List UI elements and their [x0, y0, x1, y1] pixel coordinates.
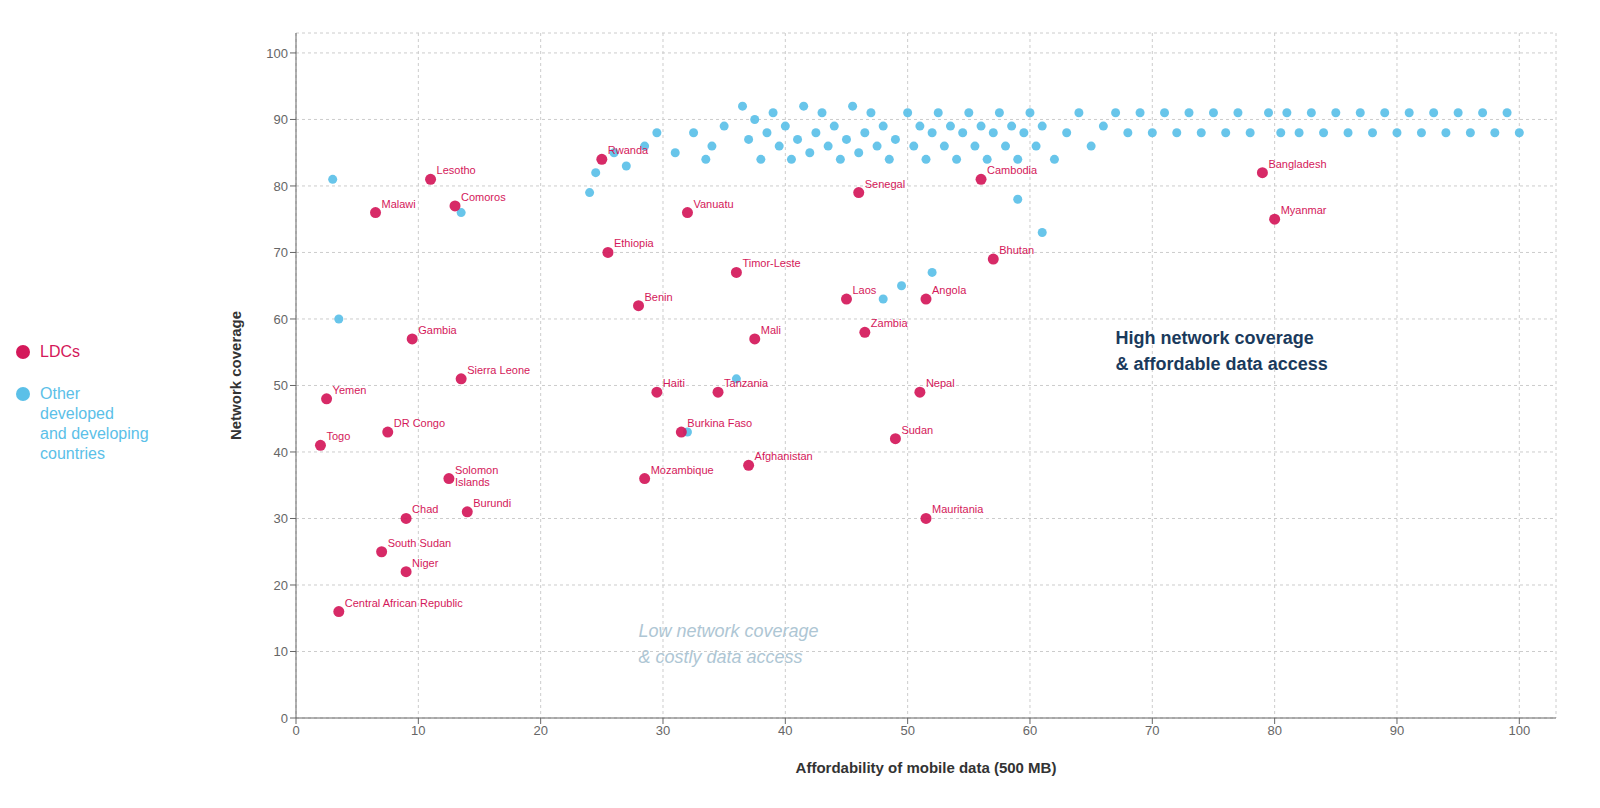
html-text:Other: Other: [40, 385, 80, 402]
svg-text:70: 70: [1145, 723, 1159, 738]
svg-text:40: 40: [274, 445, 288, 460]
svg-text:Timor-Leste: Timor-Leste: [742, 257, 800, 269]
svg-text:20: 20: [274, 578, 288, 593]
svg-text:Myanmar: Myanmar: [1281, 204, 1327, 216]
svg-text:Togo: Togo: [326, 430, 350, 442]
svg-text:Yemen: Yemen: [333, 384, 367, 396]
svg-text:Vanuatu: Vanuatu: [693, 198, 733, 210]
svg-text:Comoros: Comoros: [461, 191, 506, 203]
svg-text:Sierra Leone: Sierra Leone: [467, 364, 530, 376]
svg-text:Bhutan: Bhutan: [999, 244, 1034, 256]
svg-text:Mauritania: Mauritania: [932, 503, 984, 515]
svg-text:Ethiopia: Ethiopia: [614, 237, 655, 249]
svg-text:Angola: Angola: [932, 284, 967, 296]
svg-text:Gambia: Gambia: [418, 324, 457, 336]
html-text:countries: countries: [40, 445, 105, 462]
svg-text:80: 80: [274, 179, 288, 194]
svg-text:Malawi: Malawi: [382, 198, 416, 210]
svg-text:Affordability of mobile data (: Affordability of mobile data (500 MB): [796, 759, 1057, 776]
svg-text:Afghanistan: Afghanistan: [755, 450, 813, 462]
svg-text:70: 70: [274, 245, 288, 260]
svg-text:Sudan: Sudan: [901, 424, 933, 436]
svg-text:Burkina Faso: Burkina Faso: [687, 417, 752, 429]
svg-text:60: 60: [1023, 723, 1037, 738]
svg-text:Central African Republic: Central African Republic: [345, 597, 464, 609]
svg-text:Mali: Mali: [761, 324, 781, 336]
svg-text:Laos: Laos: [852, 284, 876, 296]
svg-text:Cambodia: Cambodia: [987, 164, 1038, 176]
svg-text:South Sudan: South Sudan: [388, 537, 452, 549]
svg-text:DR Congo: DR Congo: [394, 417, 445, 429]
svg-text:50: 50: [900, 723, 914, 738]
svg-text:0: 0: [292, 723, 299, 738]
svg-text:20: 20: [533, 723, 547, 738]
svg-text:Burundi: Burundi: [473, 497, 511, 509]
svg-text:0: 0: [281, 711, 288, 726]
svg-text:60: 60: [274, 312, 288, 327]
svg-text:10: 10: [411, 723, 425, 738]
svg-text:Haiti: Haiti: [663, 377, 685, 389]
svg-text:Rwanda: Rwanda: [608, 144, 649, 156]
svg-text:50: 50: [274, 378, 288, 393]
svg-text:Low network coverage& costly d: Low network coverage& costly data access: [639, 621, 819, 667]
svg-text:30: 30: [274, 511, 288, 526]
svg-text:High network coverage& afforda: High network coverage& affordable data a…: [1116, 328, 1328, 374]
svg-text:100: 100: [266, 46, 288, 61]
svg-text:Nepal: Nepal: [926, 377, 955, 389]
html-text:developed: developed: [40, 405, 114, 422]
svg-text:Mozambique: Mozambique: [651, 464, 714, 476]
svg-text:40: 40: [778, 723, 792, 738]
svg-text:Senegal: Senegal: [865, 178, 905, 190]
svg-text:Tanzania: Tanzania: [724, 377, 769, 389]
svg-text:Lesotho: Lesotho: [437, 164, 476, 176]
html-text:and developing: and developing: [40, 425, 149, 442]
svg-text:90: 90: [1390, 723, 1404, 738]
svg-text:Niger: Niger: [412, 557, 439, 569]
svg-text:90: 90: [274, 112, 288, 127]
svg-text:10: 10: [274, 644, 288, 659]
html-text:LDCs: LDCs: [40, 343, 80, 360]
svg-text:Network coverage: Network coverage: [227, 311, 244, 440]
svg-text:80: 80: [1267, 723, 1281, 738]
svg-text:Bangladesh: Bangladesh: [1268, 158, 1326, 170]
svg-text:Chad: Chad: [412, 503, 438, 515]
svg-text:Benin: Benin: [645, 291, 673, 303]
svg-text:Zambia: Zambia: [871, 317, 909, 329]
svg-text:100: 100: [1508, 723, 1530, 738]
svg-text:30: 30: [656, 723, 670, 738]
svg-text:SolomonIslands: SolomonIslands: [455, 464, 498, 488]
